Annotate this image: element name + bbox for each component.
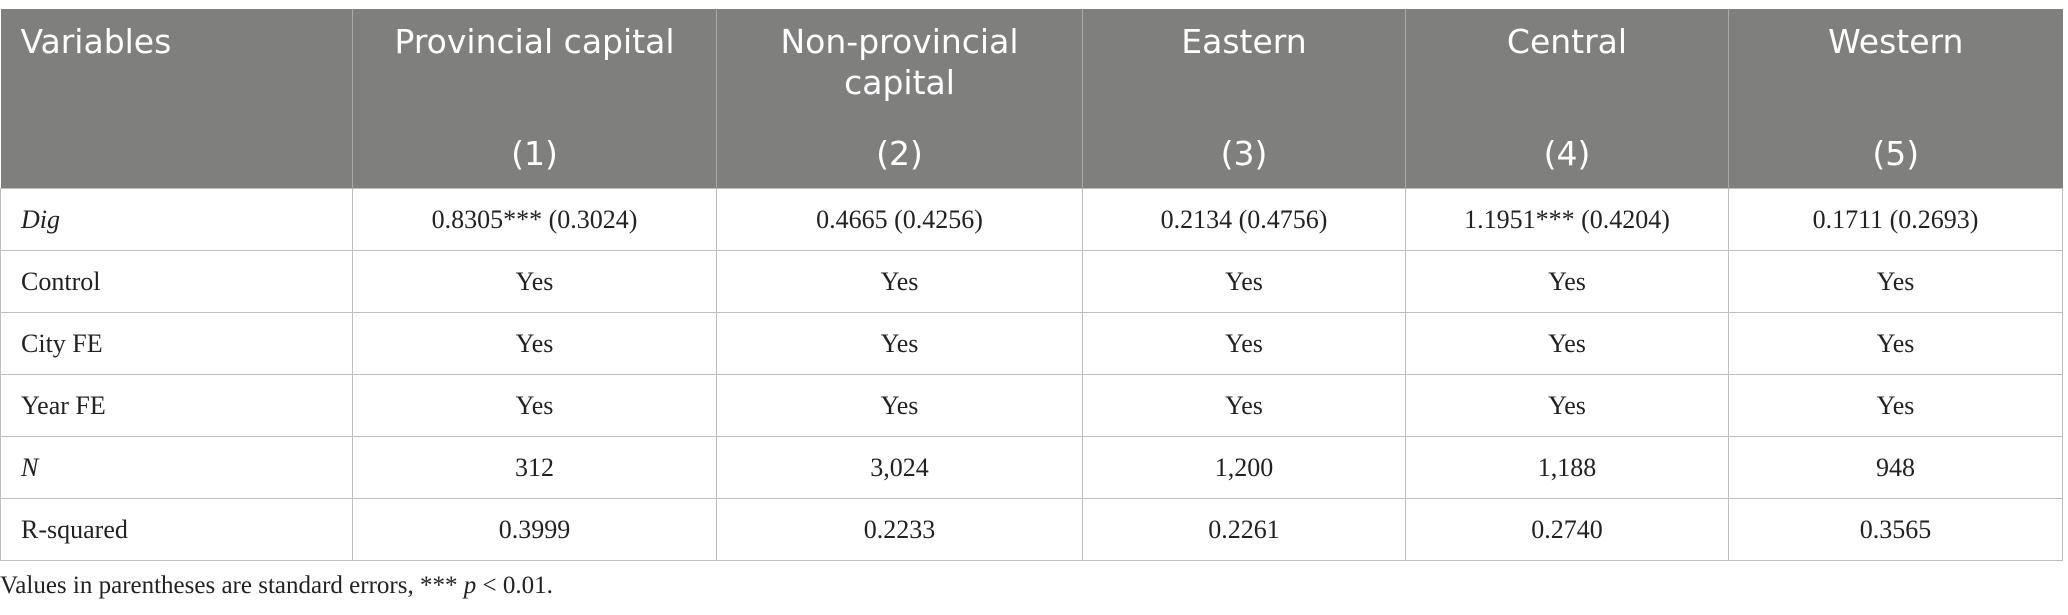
cell: 0.1711 (0.2693)	[1728, 188, 2063, 251]
cell: Yes	[1082, 312, 1406, 375]
cell: Yes	[1405, 312, 1729, 375]
column-number: (5)	[1728, 119, 2063, 189]
cell: Yes	[1405, 374, 1729, 437]
cell: Yes	[1728, 250, 2063, 313]
header-row: Variables Provincial capital Non-provincia…	[0, 9, 2063, 189]
row-label: R-squared	[0, 498, 353, 561]
cell: 0.8305*** (0.3024)	[352, 188, 717, 251]
cell: 0.4665 (0.4256)	[716, 188, 1083, 251]
column-number: (2)	[716, 119, 1083, 189]
column-number: (3)	[1082, 119, 1406, 189]
cell: Yes	[716, 374, 1083, 437]
cell: Yes	[1082, 250, 1406, 313]
cell: 0.2134 (0.4756)	[1082, 188, 1406, 251]
cell: 0.3999	[352, 498, 717, 561]
column-number: (4)	[1405, 119, 1729, 189]
cell: 0.3565	[1728, 498, 2063, 561]
column-header: Variables	[0, 9, 353, 189]
cell: 0.2261	[1082, 498, 1406, 561]
cell: Yes	[352, 374, 717, 437]
row-label: Year FE	[0, 374, 353, 437]
column-header: Non-provincial capital	[716, 9, 1083, 119]
cell: 1,200	[1082, 436, 1406, 499]
note-text: < 0.01.	[482, 572, 553, 599]
column-number: (1)	[352, 119, 717, 189]
cell: Yes	[1728, 312, 2063, 375]
table-row: Dig 0.8305*** (0.3024) 0.4665 (0.4256) 0.21…	[0, 188, 2063, 251]
cell: 312	[352, 436, 717, 499]
table-row: N 312 3,024 1,200 1,188 948	[0, 436, 2063, 499]
cell: Yes	[352, 250, 717, 313]
cell: Yes	[352, 312, 717, 375]
header-row: (1) (2) (3) (4) (5)	[1, 119, 2063, 189]
cell: 1.1951*** (0.4204)	[1405, 188, 1729, 251]
column-header: Eastern	[1082, 9, 1406, 119]
table-row: Control Yes Yes Yes Yes Yes	[0, 250, 2063, 313]
cell: Yes	[1405, 250, 1729, 313]
cell: Yes	[1082, 374, 1406, 437]
note-text: Values in parentheses are standard error…	[0, 572, 458, 599]
results-table: Variables Provincial capital Non-provincia…	[0, 9, 2063, 561]
note-symbol: p	[463, 572, 477, 599]
row-label: Control	[0, 250, 353, 313]
footnote: Values in parentheses are standard error…	[0, 572, 553, 600]
table-row: City FE Yes Yes Yes Yes Yes	[0, 312, 2063, 375]
column-header: Central	[1405, 9, 1729, 119]
cell: 948	[1728, 436, 2063, 499]
cell: Yes	[1728, 374, 2063, 437]
row-label: Dig	[0, 188, 353, 251]
row-label: City FE	[0, 312, 353, 375]
cell: 1,188	[1405, 436, 1729, 499]
cell: Yes	[716, 312, 1083, 375]
cell: 0.2233	[716, 498, 1083, 561]
column-header: Provincial capital	[352, 9, 717, 119]
column-header: Western	[1728, 9, 2063, 119]
cell: 3,024	[716, 436, 1083, 499]
row-label: N	[0, 436, 353, 499]
table-row: R-squared 0.3999 0.2233 0.2261 0.2740 0.3565	[0, 498, 2063, 561]
cell: 0.2740	[1405, 498, 1729, 561]
table-row: Year FE Yes Yes Yes Yes Yes	[0, 374, 2063, 437]
cell: Yes	[716, 250, 1083, 313]
